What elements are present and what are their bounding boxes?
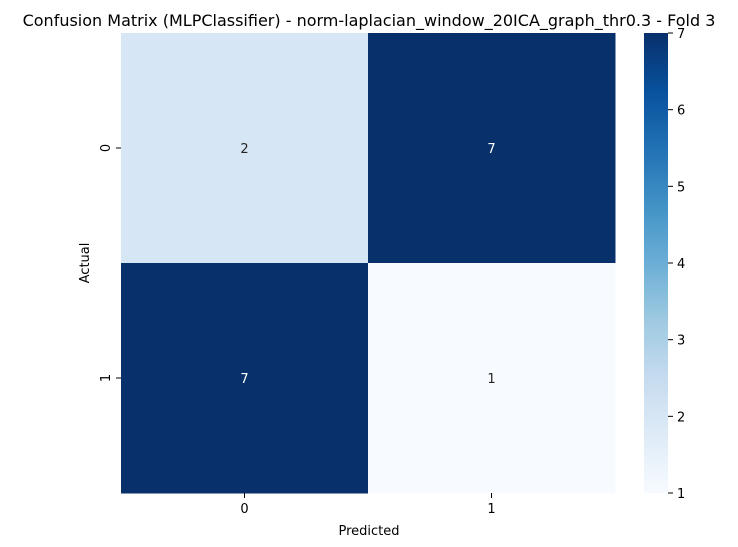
colorbar-gradient [644, 33, 668, 493]
colorbar-tick-label: 7 [677, 27, 685, 42]
chart-title: Confusion Matrix (MLPClassifier) - norm-… [23, 11, 716, 31]
y-axis-label: Actual [78, 243, 93, 284]
colorbar [644, 33, 668, 493]
colorbar-tick-label: 5 [677, 180, 685, 195]
colorbar-tick-label: 1 [677, 487, 685, 502]
cell-value-label: 7 [487, 142, 495, 157]
y-axis-ticks: 01 [99, 144, 121, 382]
cell-value-label: 7 [240, 372, 248, 387]
x-tick-label: 1 [487, 502, 495, 517]
colorbar-tick-label: 3 [677, 334, 685, 349]
heatmap-cells [121, 33, 616, 494]
colorbar-tick-label: 2 [677, 410, 685, 425]
cell-value-label: 1 [487, 372, 495, 387]
y-tick-label: 1 [99, 374, 114, 382]
y-tick-label: 0 [99, 144, 114, 152]
colorbar-ticks: 1 2 3 4 5 6 7 [668, 27, 685, 502]
heatmap-cell [368, 33, 616, 264]
colorbar-tick-label: 4 [677, 257, 685, 272]
x-axis-label: Predicted [338, 524, 399, 539]
heatmap-cell [368, 263, 616, 494]
heatmap-cell [121, 263, 369, 494]
heatmap-cell [121, 33, 369, 264]
cell-value-label: 2 [240, 142, 248, 157]
cell-annotations: 2 7 7 1 [240, 142, 495, 387]
colorbar-tick-label: 6 [677, 104, 685, 119]
x-tick-label: 0 [240, 502, 248, 517]
